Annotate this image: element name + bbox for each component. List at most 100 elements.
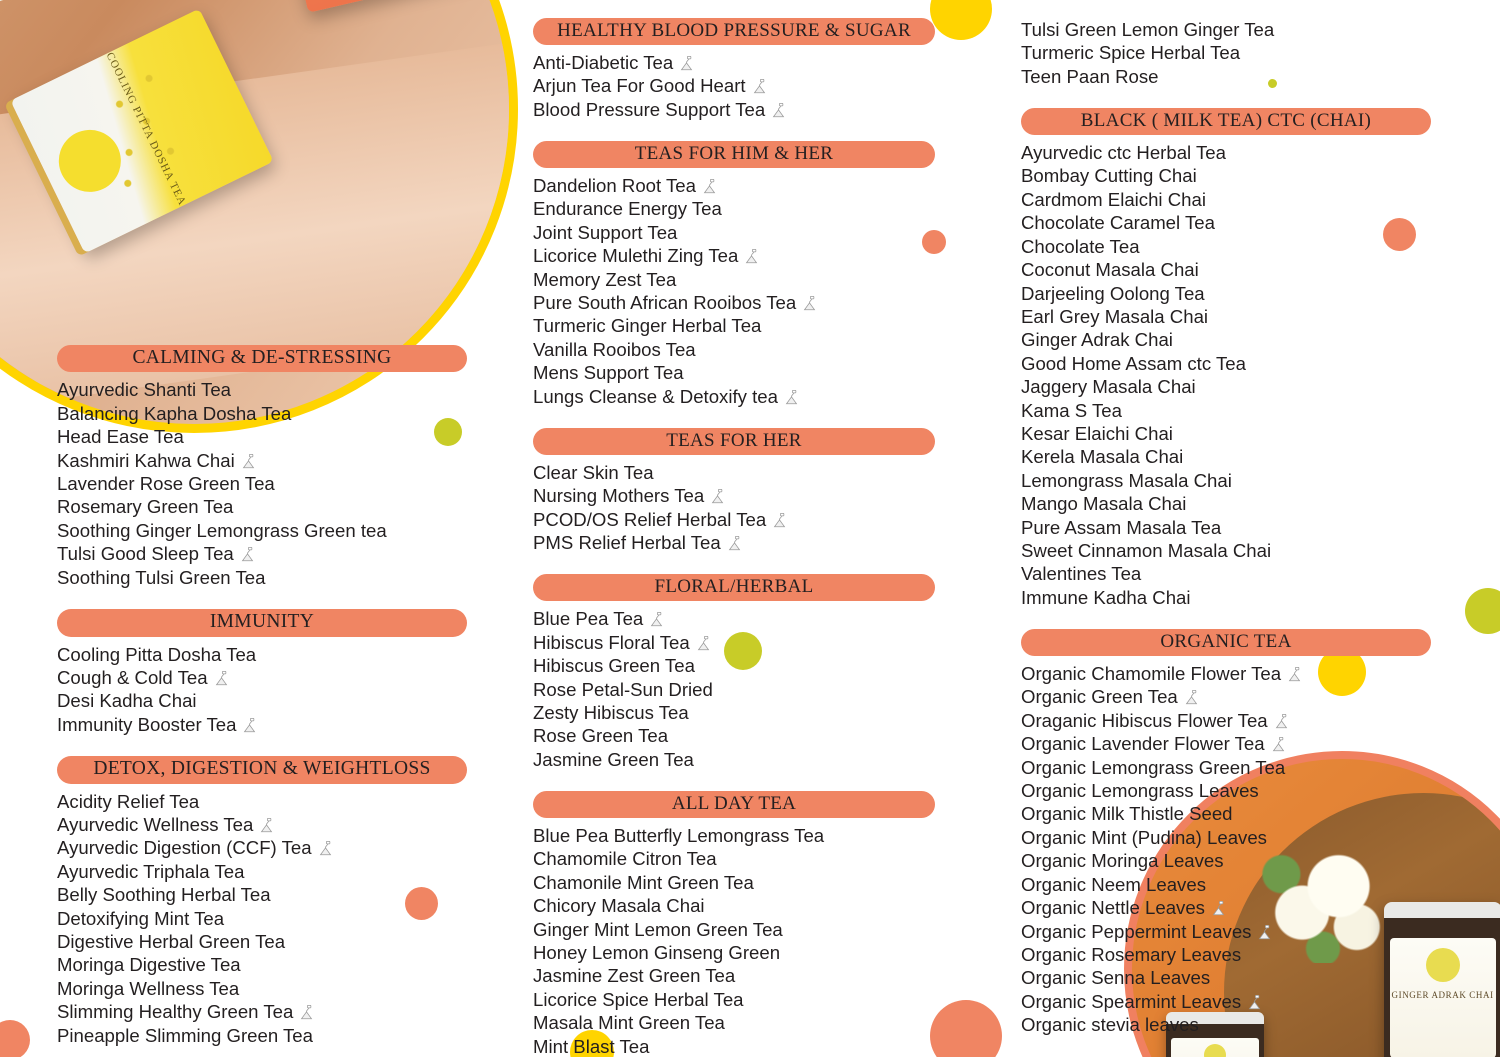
menu-item[interactable]: Moringa Digestive Tea — [57, 953, 467, 976]
menu-item[interactable]: Organic Spearmint Leaves — [1021, 990, 1431, 1013]
menu-item[interactable]: Tulsi Good Sleep Tea — [57, 542, 467, 565]
menu-item[interactable]: Kerela Masala Chai — [1021, 445, 1431, 468]
menu-item[interactable]: Immunity Booster Tea — [57, 713, 467, 736]
menu-item[interactable]: Organic Nettle Leaves — [1021, 896, 1431, 919]
menu-item[interactable]: Desi Kadha Chai — [57, 689, 467, 712]
menu-item[interactable]: Organic Green Tea — [1021, 685, 1431, 708]
column-2: HEALTHY BLOOD PRESSURE & SUGAR Anti-Diabe… — [533, 0, 935, 1057]
menu-item[interactable]: Honey Lemon Ginseng Green — [533, 941, 935, 964]
menu-item[interactable]: Turmeric Spice Herbal Tea — [1021, 41, 1431, 64]
menu-item[interactable]: Rose Petal-Sun Dried — [533, 678, 935, 701]
menu-item[interactable]: Chocolate Caramel Tea — [1021, 211, 1431, 234]
menu-item[interactable]: Chamomile Citron Tea — [533, 847, 935, 870]
menu-item[interactable]: Hibiscus Green Tea — [533, 654, 935, 677]
menu-item[interactable]: PCOD/OS Relief Herbal Tea — [533, 508, 935, 531]
menu-item[interactable]: Ginger Adrak Chai — [1021, 328, 1431, 351]
menu-item[interactable]: Kesar Elaichi Chai — [1021, 422, 1431, 445]
menu-item[interactable]: Head Ease Tea — [57, 425, 467, 448]
menu-item[interactable]: Kama S Tea — [1021, 399, 1431, 422]
menu-item[interactable]: Turmeric Ginger Herbal Tea — [533, 314, 935, 337]
menu-item[interactable]: Arjun Tea For Good Heart — [533, 74, 935, 97]
menu-item[interactable]: Kashmiri Kahwa Chai — [57, 449, 467, 472]
menu-item[interactable]: Organic Lavender Flower Tea — [1021, 732, 1431, 755]
menu-item[interactable]: Pineapple Slimming Green Tea — [57, 1024, 467, 1047]
menu-item[interactable]: Organic Mint (Pudina) Leaves — [1021, 826, 1431, 849]
menu-item[interactable]: Immune Kadha Chai — [1021, 586, 1431, 609]
menu-item[interactable]: Memory Zest Tea — [533, 268, 935, 291]
menu-item[interactable]: Jaggery Masala Chai — [1021, 375, 1431, 398]
menu-item[interactable]: Belly Soothing Herbal Tea — [57, 883, 467, 906]
menu-item[interactable]: Organic Lemongrass Green Tea — [1021, 756, 1431, 779]
menu-item[interactable]: Jasmine Zest Green Tea — [533, 964, 935, 987]
menu-item[interactable]: Pure Assam Masala Tea — [1021, 516, 1431, 539]
menu-item[interactable]: Valentines Tea — [1021, 562, 1431, 585]
menu-item[interactable]: Chocolate Tea — [1021, 235, 1431, 258]
menu-item[interactable]: Soothing Ginger Lemongrass Green tea — [57, 519, 467, 542]
menu-item[interactable]: Earl Grey Masala Chai — [1021, 305, 1431, 328]
menu-item[interactable]: Balancing Kapha Dosha Tea — [57, 402, 467, 425]
menu-item[interactable]: Ayurvedic Shanti Tea — [57, 378, 467, 401]
menu-item[interactable]: Licorice Spice Herbal Tea — [533, 988, 935, 1011]
menu-item[interactable]: Organic Chamomile Flower Tea — [1021, 662, 1431, 685]
menu-item[interactable]: Organic Milk Thistle Seed — [1021, 802, 1431, 825]
section-spacer — [533, 123, 935, 141]
menu-item[interactable]: Acidity Relief Tea — [57, 790, 467, 813]
menu-item[interactable]: Chicory Masala Chai — [533, 894, 935, 917]
menu-item[interactable]: Lavender Rose Green Tea — [57, 472, 467, 495]
menu-item[interactable]: Moringa Wellness Tea — [57, 977, 467, 1000]
menu-item[interactable]: Organic Rosemary Leaves — [1021, 943, 1431, 966]
menu-item[interactable]: Ayurvedic ctc Herbal Tea — [1021, 141, 1431, 164]
menu-item[interactable]: Pure South African Rooibos Tea — [533, 291, 935, 314]
menu-item[interactable]: Mint Blast Tea — [533, 1035, 935, 1057]
menu-item[interactable]: Mango Masala Chai — [1021, 492, 1431, 515]
menu-item[interactable]: Rosemary Green Tea — [57, 495, 467, 518]
menu-item[interactable]: Organic stevia leaves — [1021, 1013, 1431, 1036]
menu-item[interactable]: Lemongrass Masala Chai — [1021, 469, 1431, 492]
menu-item[interactable]: Rose Green Tea — [533, 724, 935, 747]
menu-item[interactable]: Blue Pea Butterfly Lemongrass Tea — [533, 824, 935, 847]
menu-item[interactable]: Cardmom Elaichi Chai — [1021, 188, 1431, 211]
menu-item[interactable]: Masala Mint Green Tea — [533, 1011, 935, 1034]
menu-item[interactable]: Mens Support Tea — [533, 361, 935, 384]
menu-item[interactable]: PMS Relief Herbal Tea — [533, 531, 935, 554]
menu-item[interactable]: Endurance Energy Tea — [533, 197, 935, 220]
menu-item[interactable]: Lungs Cleanse & Detoxify tea — [533, 385, 935, 408]
menu-item[interactable]: Zesty Hibiscus Tea — [533, 701, 935, 724]
menu-item[interactable]: Chamonile Mint Green Tea — [533, 871, 935, 894]
menu-item[interactable]: Hibiscus Floral Tea — [533, 631, 935, 654]
menu-item[interactable]: Vanilla Rooibos Tea — [533, 338, 935, 361]
menu-item[interactable]: Licorice Mulethi Zing Tea — [533, 244, 935, 267]
menu-item[interactable]: Organic Lemongrass Leaves — [1021, 779, 1431, 802]
menu-item[interactable]: Detoxifying Mint Tea — [57, 907, 467, 930]
menu-item[interactable]: Organic Peppermint Leaves — [1021, 920, 1431, 943]
menu-item[interactable]: Joint Support Tea — [533, 221, 935, 244]
menu-item[interactable]: Ayurvedic Wellness Tea — [57, 813, 467, 836]
menu-item[interactable]: Cough & Cold Tea — [57, 666, 467, 689]
menu-item[interactable]: Organic Senna Leaves — [1021, 966, 1431, 989]
menu-item[interactable]: Jasmine Green Tea — [533, 748, 935, 771]
menu-item[interactable]: Organic Neem Leaves — [1021, 873, 1431, 896]
menu-item[interactable]: Nursing Mothers Tea — [533, 484, 935, 507]
menu-item[interactable]: Teen Paan Rose — [1021, 65, 1431, 88]
menu-item[interactable]: Bombay Cutting Chai — [1021, 164, 1431, 187]
menu-item[interactable]: Organic Moringa Leaves — [1021, 849, 1431, 872]
menu-item[interactable]: Dandelion Root Tea — [533, 174, 935, 197]
menu-item[interactable]: Ayurvedic Triphala Tea — [57, 860, 467, 883]
menu-item[interactable]: Anti-Diabetic Tea — [533, 51, 935, 74]
menu-item[interactable]: Good Home Assam ctc Tea — [1021, 352, 1431, 375]
menu-item[interactable]: Blood Pressure Support Tea — [533, 98, 935, 121]
menu-item[interactable]: Blue Pea Tea — [533, 607, 935, 630]
menu-item[interactable]: Ginger Mint Lemon Green Tea — [533, 918, 935, 941]
menu-item[interactable]: Soothing Tulsi Green Tea — [57, 566, 467, 589]
menu-item[interactable]: Slimming Healthy Green Tea — [57, 1000, 467, 1023]
menu-item[interactable]: Darjeeling Oolong Tea — [1021, 282, 1431, 305]
menu-item[interactable]: Clear Skin Tea — [533, 461, 935, 484]
menu-item[interactable]: Sweet Cinnamon Masala Chai — [1021, 539, 1431, 562]
menu-item[interactable]: Ayurvedic Digestion (CCF) Tea — [57, 836, 467, 859]
menu-item-list: Anti-Diabetic Tea Arjun Tea For Good Hear… — [533, 51, 935, 121]
menu-item[interactable]: Coconut Masala Chai — [1021, 258, 1431, 281]
menu-item[interactable]: Oraganic Hibiscus Flower Tea — [1021, 709, 1431, 732]
menu-item[interactable]: Digestive Herbal Green Tea — [57, 930, 467, 953]
menu-item[interactable]: Cooling Pitta Dosha Tea — [57, 643, 467, 666]
menu-item[interactable]: Tulsi Green Lemon Ginger Tea — [1021, 18, 1431, 41]
